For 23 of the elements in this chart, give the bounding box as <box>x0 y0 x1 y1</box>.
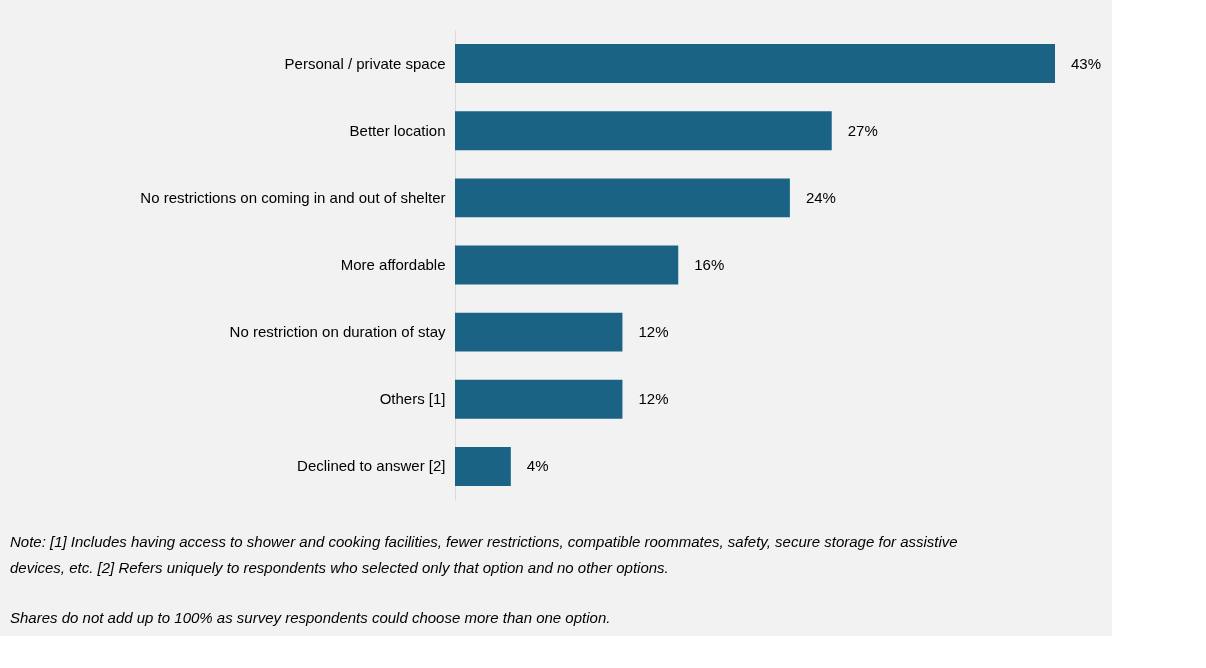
y-tick-label: No restriction on duration of stay <box>229 323 446 341</box>
data-label: 12% <box>638 323 669 341</box>
data-label: 43% <box>1071 54 1102 72</box>
bar <box>455 44 1055 84</box>
y-tick-label: Personal / private space <box>284 54 446 72</box>
bar <box>455 446 511 486</box>
data-label: 27% <box>847 121 878 139</box>
text: Note: [1] Includes having access to shower and cooking facilities, fewer restrictions, compatible roommates, safety, secure storage for assistive devices, etc. [2] Refers uniquely to respondents who selected only that option and no other options. <box>10 533 958 576</box>
data-label: 4% <box>526 457 549 475</box>
data-label: 24% <box>805 188 836 206</box>
data-label: 16% <box>694 256 725 273</box>
bar <box>455 312 623 352</box>
bar <box>455 245 679 285</box>
bar <box>455 379 623 419</box>
bar <box>455 111 832 151</box>
bar <box>455 178 790 218</box>
y-tick-label: No restrictions on coming in and out of shelter <box>140 188 446 206</box>
y-tick-label: Others [1] <box>379 390 446 408</box>
y-tick-label: Better location <box>349 121 446 139</box>
data-label: 12% <box>638 390 669 408</box>
text: Shares do not add up to 100% as survey respondents could choose more than one option. <box>10 609 611 626</box>
y-tick-label: Declined to answer [2] <box>297 457 446 475</box>
y-tick-label: More affordable <box>340 256 446 273</box>
